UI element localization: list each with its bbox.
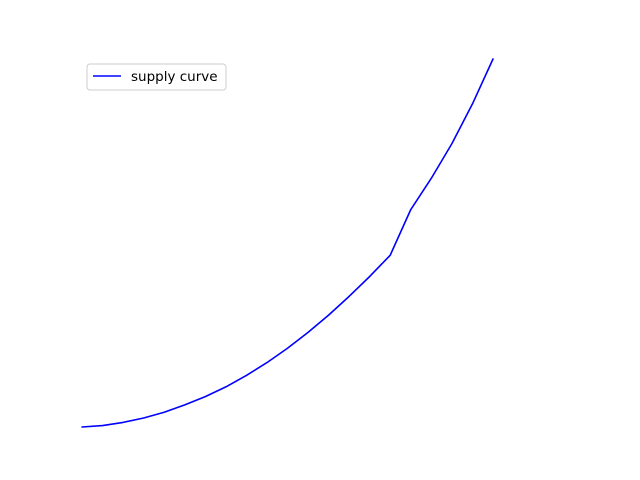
series-line-supply-curve [81,58,494,428]
legend: supply curve [86,63,227,91]
plot-area [81,58,494,428]
legend-label-supply-curve: supply curve [131,69,218,85]
legend-frame [86,63,227,91]
